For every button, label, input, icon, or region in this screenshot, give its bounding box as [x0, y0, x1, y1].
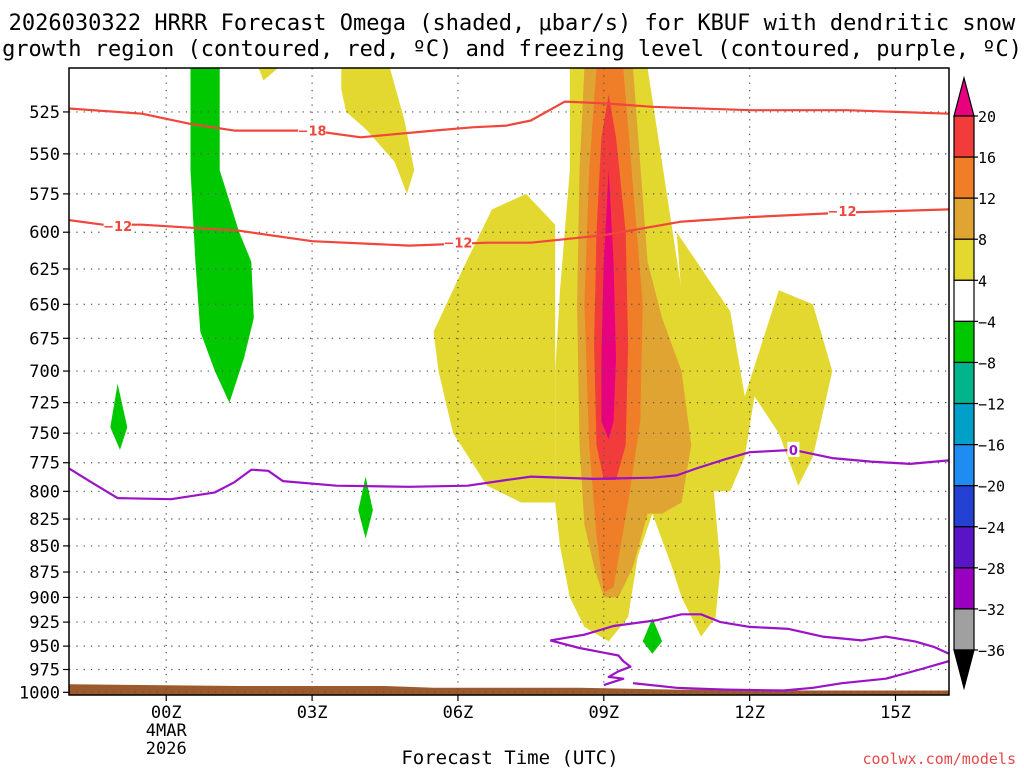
y-tick-label-950: 950	[29, 637, 60, 657]
colorbar-swatch-12	[953, 608, 975, 651]
colorbar-arrow-top	[953, 75, 975, 117]
y-tick-label-800: 800	[29, 482, 60, 502]
contours: −18 −12 −12 −12 0	[69, 100, 949, 692]
y-tick-label-575: 575	[29, 185, 60, 205]
omega-region-4	[676, 232, 833, 492]
omega-region-10	[110, 383, 128, 450]
y-tick-label-725: 725	[29, 394, 60, 414]
colorbar-swatch-5	[953, 320, 975, 364]
colorbar-label--16: −16	[978, 437, 1005, 455]
y-tick-label-625: 625	[29, 260, 60, 280]
contour-label-bg-dgz-bottom	[828, 202, 857, 218]
contour-label-dgz-bottom: −12	[103, 220, 132, 235]
colorbar-label-8: 8	[978, 231, 987, 249]
y-tick-label-975: 975	[29, 660, 60, 680]
y-tick-label-925: 925	[29, 613, 60, 633]
omega-region-11	[358, 476, 373, 539]
omega-region-12	[642, 618, 663, 654]
contour-label-dgz-bottom: −12	[443, 237, 472, 252]
colorbar-label--4: −4	[978, 313, 996, 331]
colorbar-swatch-9	[953, 485, 975, 528]
colorbar-label-20: 20	[978, 108, 996, 126]
colorbar-swatch-3	[953, 238, 975, 281]
colorbar-arrow-bottom	[953, 649, 975, 691]
omega-region-3	[258, 68, 279, 81]
colorbar-label-12: 12	[978, 190, 996, 208]
colorbar-swatch-0	[953, 115, 975, 158]
colorbar-label-4: 4	[978, 272, 987, 290]
x-tick-date-day: 4MAR	[146, 721, 188, 741]
colorbar-label--24: −24	[978, 519, 1005, 537]
y-tick-label-900: 900	[29, 588, 60, 608]
colorbar-swatch-7	[953, 402, 975, 446]
contour-label-dgz-top: −18	[298, 125, 327, 140]
y-tick-label-825: 825	[29, 510, 60, 530]
plot-area: −18 −12 −12 −12 0	[69, 68, 949, 695]
y-tick-label-875: 875	[29, 563, 60, 583]
y-axis: 525 550 575 600 625 650 675 700 725 750 775 800 825 8…	[19, 103, 69, 703]
y-tick-label-1000: 1000	[19, 683, 60, 703]
contour-label-dgz-bottom: −12	[828, 205, 857, 220]
contour-label-bg-freezing-level	[787, 441, 800, 457]
credit-text: coolwx.com/models	[862, 750, 1016, 768]
x-tick-label-03Z: 03Z	[297, 703, 328, 723]
y-tick-label-700: 700	[29, 362, 60, 382]
y-tick-label-600: 600	[29, 223, 60, 243]
colorbar-swatch-1	[953, 156, 975, 199]
y-tick-label-775: 775	[29, 454, 60, 474]
colorbar-label--32: −32	[978, 601, 1005, 619]
omega-region-1	[433, 193, 556, 503]
x-axis-label: Forecast Time (UTC)	[401, 747, 618, 768]
omega-shading	[110, 68, 833, 654]
contour-label-bg-dgz-bottom	[443, 234, 472, 250]
x-tick-label-12Z: 12Z	[734, 703, 765, 723]
colorbar-swatch-8	[953, 444, 975, 487]
contour-dgz-top	[69, 100, 949, 139]
colorbar-label--8: −8	[978, 354, 996, 372]
y-tick-label-850: 850	[29, 537, 60, 557]
colorbar-swatch-4	[953, 279, 975, 322]
colorbar-label--20: −20	[978, 478, 1005, 496]
colorbar-label--12: −12	[978, 396, 1005, 414]
y-tick-label-525: 525	[29, 103, 60, 123]
contour-freezing-level-low2	[550, 639, 632, 687]
colorbar: 20 16 12 8 4 −4 −8 −12 −16 −20 −24 −28 −32 −36	[953, 75, 1005, 691]
contour-label-bg-dgz-bottom	[103, 218, 132, 234]
omega-region-8	[601, 170, 616, 440]
chart-title-line2: growth region (contoured, red, ºC) and f…	[2, 37, 1022, 62]
colorbar-swatch-6	[953, 361, 975, 405]
x-tick-label-15Z: 15Z	[880, 703, 911, 723]
y-tick-label-675: 675	[29, 329, 60, 349]
contour-freezing-level-low3	[632, 660, 949, 692]
contour-label-bg-dgz-top	[298, 122, 327, 138]
x-tick-label-00Z: 00Z	[151, 703, 182, 723]
x-tick-label-06Z: 06Z	[443, 703, 474, 723]
colorbar-label-16: 16	[978, 149, 996, 167]
grid-lines	[69, 68, 949, 695]
x-tick-label-09Z: 09Z	[588, 703, 619, 723]
y-tick-label-550: 550	[29, 145, 60, 165]
colorbar-label--36: −36	[978, 642, 1005, 660]
plot-frame	[68, 67, 950, 696]
contour-label-freezing-level: 0	[789, 444, 798, 459]
colorbar-swatch-11	[953, 567, 975, 610]
contour-freezing-level-low	[550, 613, 949, 655]
colorbar-swatch-2	[953, 197, 975, 240]
x-tick-date-year: 2026	[146, 739, 187, 759]
omega-region-9	[190, 68, 254, 403]
colorbar-label--28: −28	[978, 560, 1005, 578]
omega-region-2	[341, 68, 415, 194]
colorbar-swatch-10	[953, 526, 975, 569]
chart-title-line1: 2026030322 HRRR Forecast Omega (shaded, …	[9, 11, 1016, 36]
y-tick-label-750: 750	[29, 424, 60, 444]
y-tick-label-650: 650	[29, 295, 60, 315]
